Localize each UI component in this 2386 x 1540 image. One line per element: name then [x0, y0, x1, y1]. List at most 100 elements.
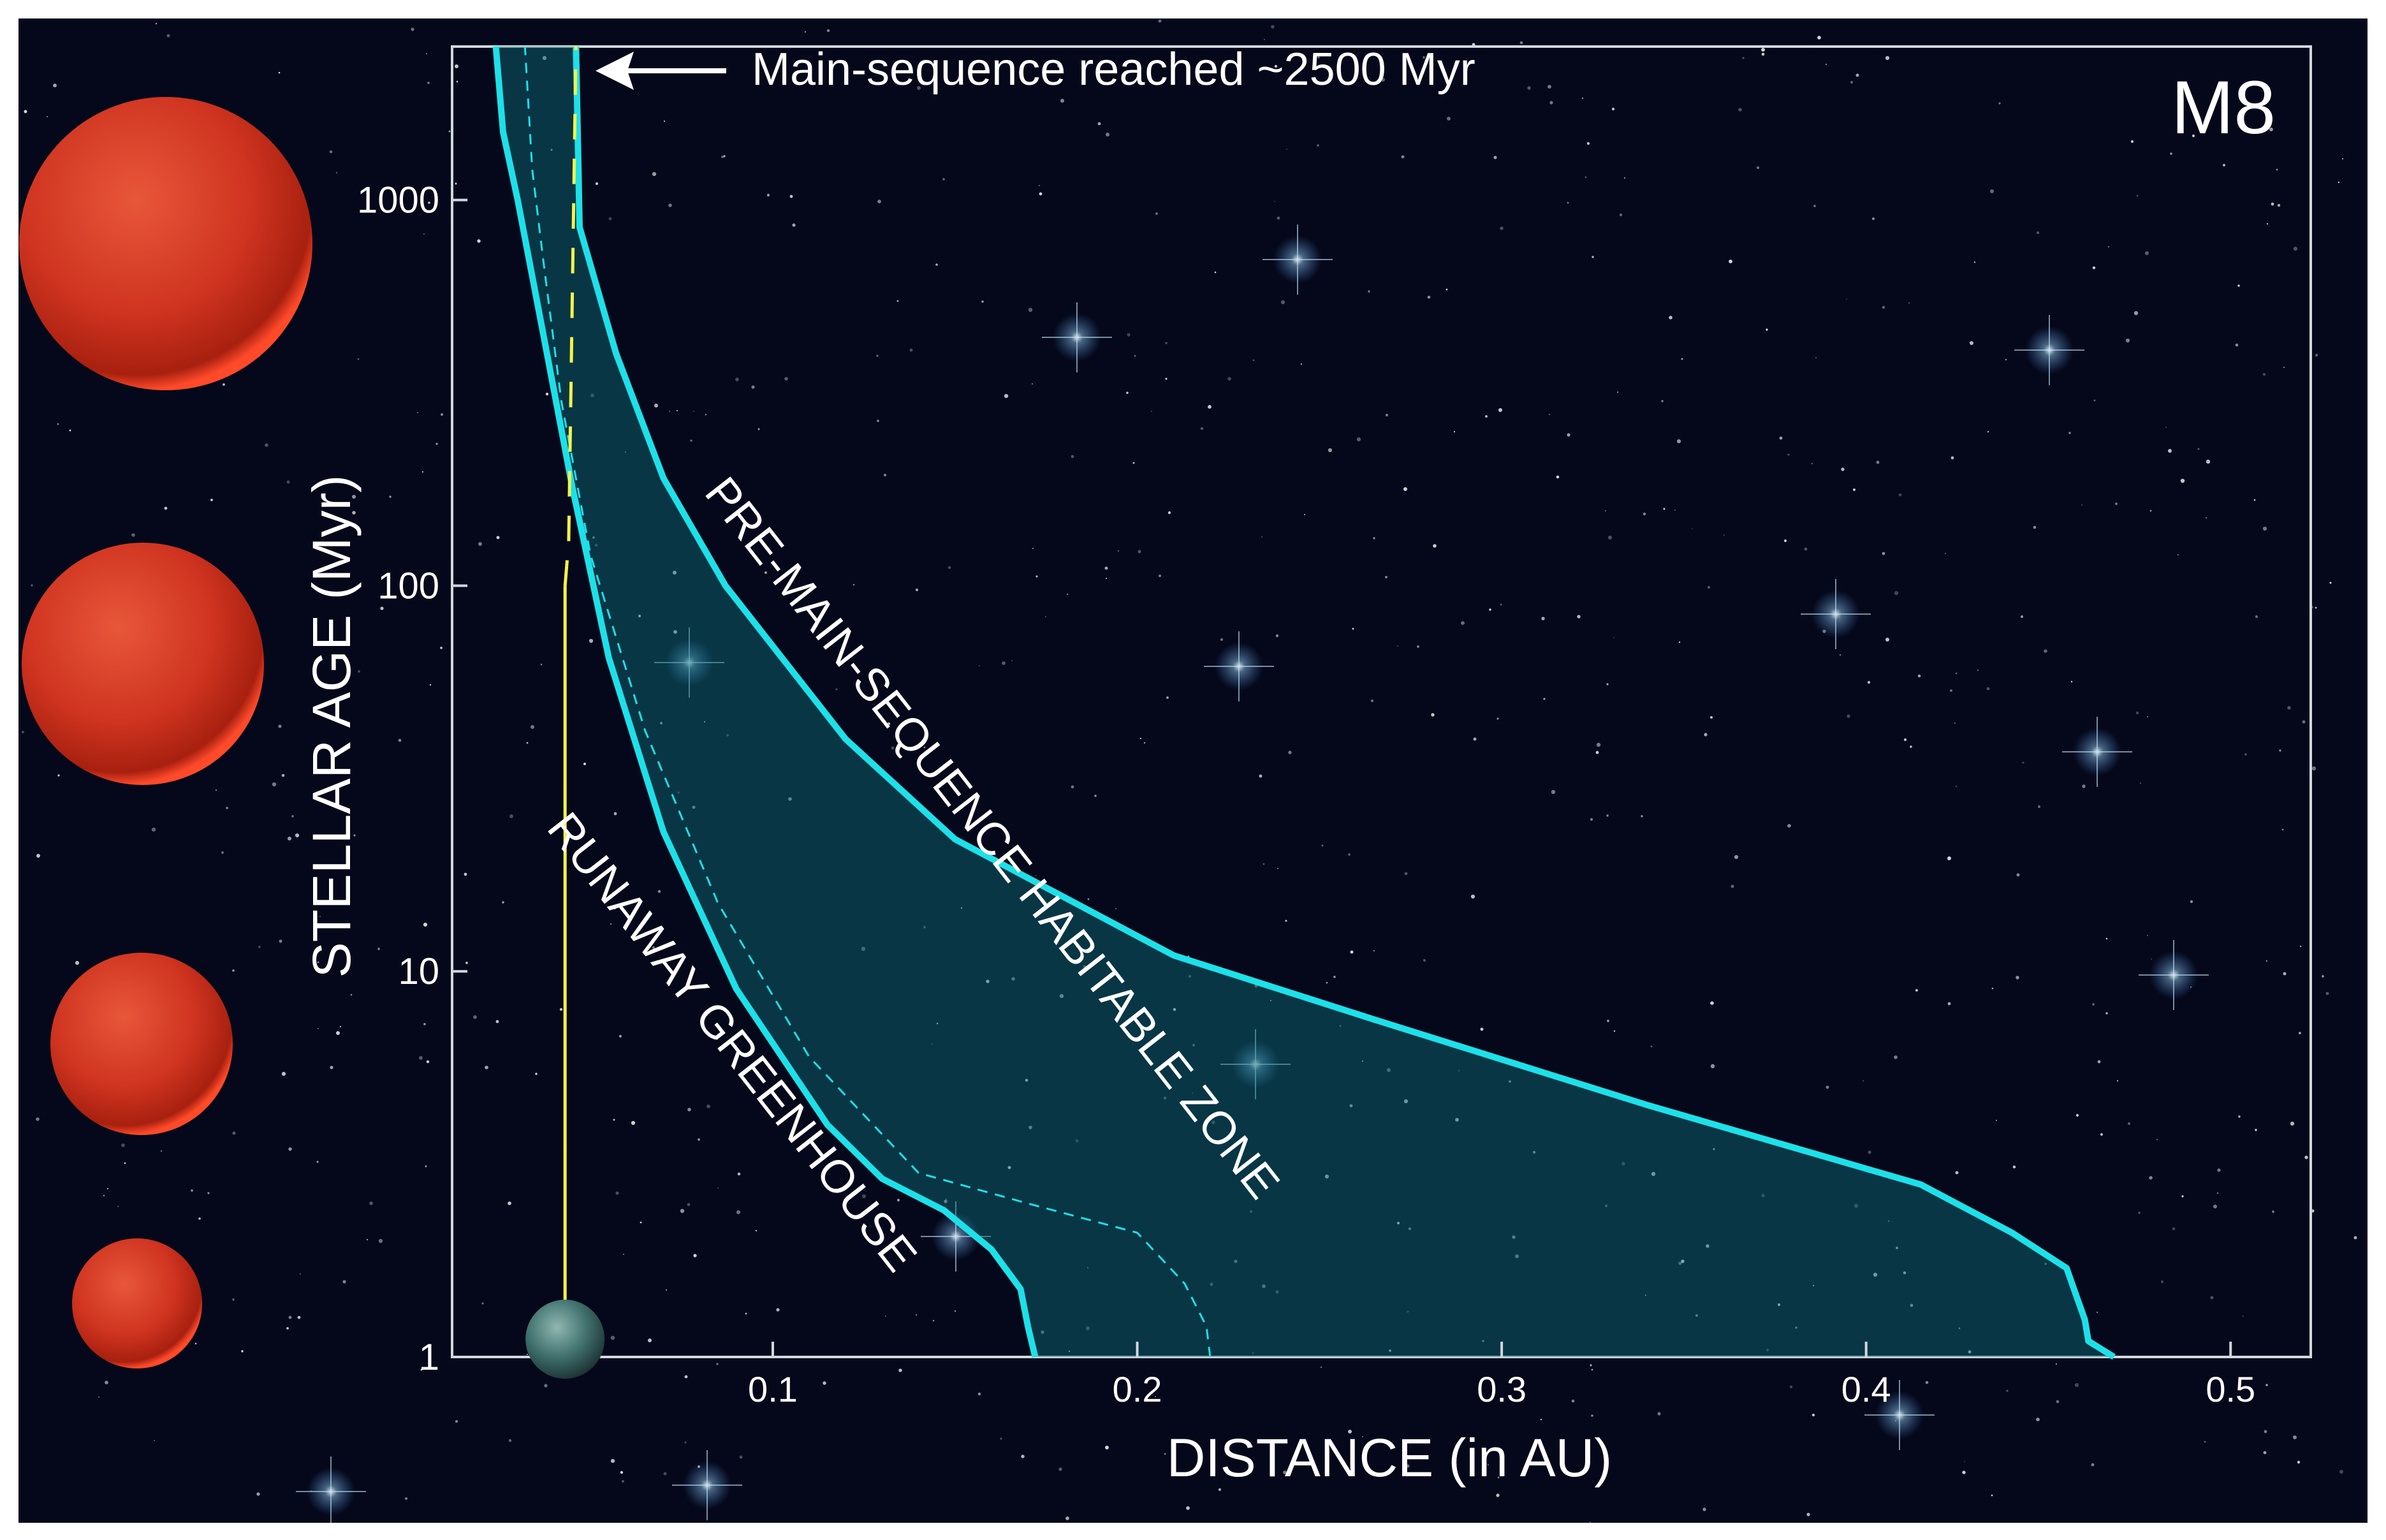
background-star [342, 1280, 346, 1284]
background-star [1604, 1204, 1608, 1208]
background-star [508, 1201, 511, 1205]
background-star [1028, 1126, 1032, 1129]
background-star [1592, 256, 1594, 258]
star-sparkle-icon [296, 1456, 366, 1523]
background-star [495, 1020, 499, 1023]
background-star [2081, 504, 2083, 506]
background-star [1915, 989, 1918, 992]
y-tick-label: 100 [377, 565, 439, 606]
background-star [1678, 1261, 1682, 1265]
background-star [1964, 1461, 1965, 1462]
background-star [1385, 413, 1389, 417]
background-star [2074, 1382, 2079, 1388]
background-star [336, 1031, 340, 1035]
background-star [1954, 722, 1956, 724]
y-tick-label: 1 [419, 1337, 439, 1378]
background-star [765, 571, 767, 574]
background-star [1166, 696, 1169, 699]
background-star [898, 1368, 902, 1372]
background-star [1613, 637, 1614, 638]
background-star [69, 429, 71, 432]
background-star [1482, 1340, 1484, 1342]
background-star [2033, 525, 2037, 529]
background-star [1885, 638, 1889, 642]
y-tick-label: 10 [398, 951, 439, 992]
star-sparkle-icon [1801, 579, 1871, 649]
background-star [1025, 1078, 1028, 1082]
background-star [319, 916, 321, 917]
background-star [1548, 85, 1551, 89]
background-star [1057, 63, 1062, 68]
background-star [24, 110, 27, 114]
background-star [592, 536, 595, 539]
background-star [1596, 742, 1601, 747]
background-star [509, 814, 513, 818]
background-star [2044, 1263, 2047, 1265]
background-star [2299, 1032, 2301, 1034]
background-star [2092, 1003, 2095, 1006]
background-star [1132, 462, 1135, 464]
background-star [1127, 333, 1131, 337]
background-star [692, 805, 696, 809]
main-sequence-annotation: Main-sequence reached ~2500 Myr [596, 44, 1475, 95]
background-star [531, 725, 534, 729]
background-star [335, 172, 338, 174]
star-sparkle-icon [2139, 940, 2209, 1010]
background-star [1998, 102, 2001, 105]
star-sparkle-icon [654, 627, 724, 698]
background-star [1326, 981, 1328, 984]
background-star [2172, 1227, 2176, 1231]
background-star [923, 926, 926, 928]
background-star [1898, 493, 1902, 497]
background-star [1611, 107, 1615, 111]
background-star [2138, 1212, 2141, 1214]
background-star [1484, 414, 1488, 418]
background-star [1950, 689, 1952, 692]
background-star [784, 377, 788, 381]
background-star [2206, 459, 2211, 464]
background-star [624, 451, 627, 453]
background-star [1039, 192, 1043, 196]
background-star [620, 1470, 624, 1474]
background-star [1259, 774, 1263, 778]
background-star [1868, 1150, 1871, 1154]
y-tick-label: 1000 [357, 180, 439, 221]
background-star [1947, 1002, 1951, 1006]
background-star [1571, 1399, 1575, 1403]
background-star [2206, 517, 2207, 518]
background-star [300, 1273, 301, 1275]
red-dwarf-star-icon [50, 953, 233, 1135]
background-star [1591, 1414, 1593, 1417]
background-star [1608, 536, 1612, 539]
background-star [673, 630, 677, 634]
red-dwarf-star-icon [19, 97, 312, 390]
background-star [1590, 1522, 1591, 1523]
background-star [2263, 1451, 2267, 1455]
background-star [1850, 80, 1854, 84]
background-star [1304, 514, 1305, 515]
background-star [1097, 122, 1101, 126]
background-star [2353, 1236, 2357, 1240]
background-star [106, 1187, 109, 1190]
background-star [638, 615, 641, 617]
background-star [75, 960, 80, 965]
background-star [2177, 554, 2179, 555]
background-star [1987, 430, 1989, 433]
background-star [1681, 358, 1683, 360]
background-star [2006, 1390, 2009, 1392]
background-star [2068, 432, 2071, 434]
background-star [191, 1189, 193, 1192]
background-star [1692, 528, 1693, 529]
background-star [1165, 378, 1167, 380]
background-star [1423, 958, 1426, 962]
background-star [613, 812, 617, 816]
background-star [2012, 1165, 2016, 1169]
background-star [1787, 824, 1791, 828]
background-star [1910, 745, 1912, 748]
background-star [1903, 738, 1907, 742]
background-star [455, 64, 458, 68]
background-star [1117, 550, 1120, 552]
background-star [1041, 1330, 1044, 1334]
background-star [1876, 460, 1880, 464]
background-star [456, 80, 458, 83]
